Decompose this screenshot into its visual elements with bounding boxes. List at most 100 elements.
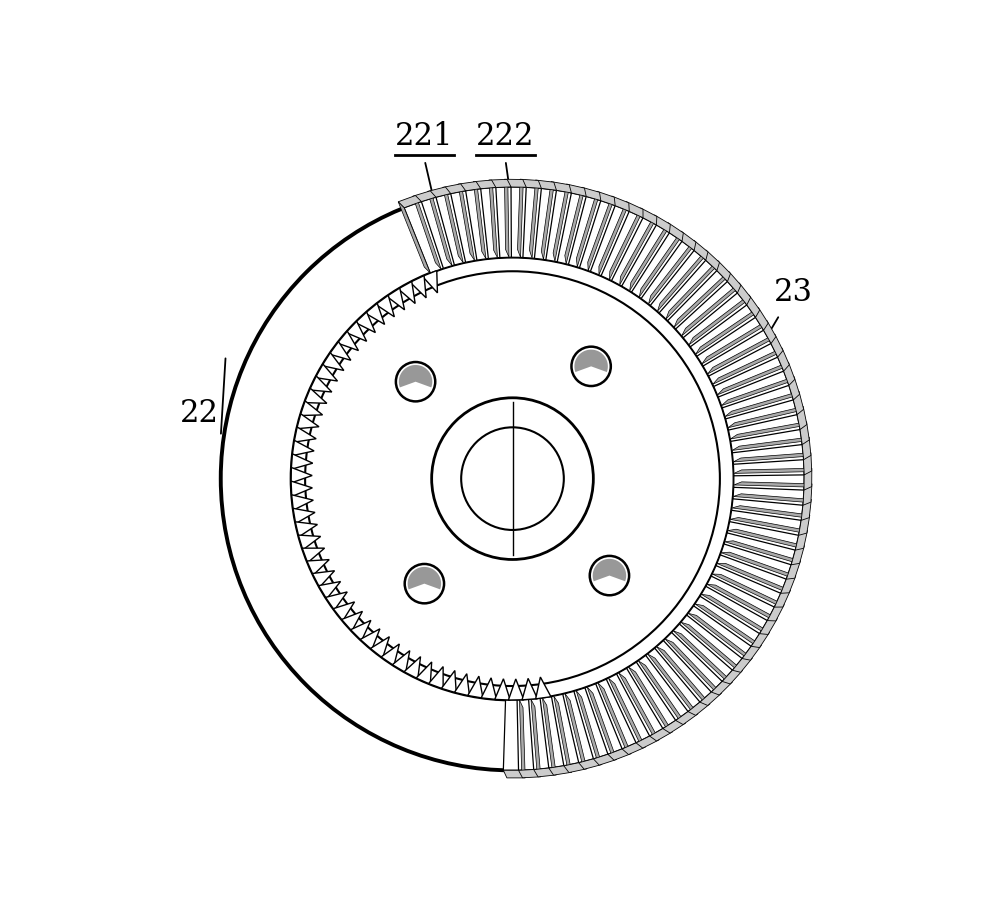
Polygon shape [733, 485, 804, 505]
Polygon shape [596, 678, 639, 749]
Polygon shape [443, 184, 466, 194]
Polygon shape [732, 437, 809, 450]
Polygon shape [599, 210, 643, 280]
Polygon shape [517, 699, 537, 771]
Polygon shape [292, 440, 314, 456]
Polygon shape [398, 195, 421, 208]
Polygon shape [337, 331, 358, 351]
Polygon shape [649, 240, 694, 304]
Polygon shape [297, 414, 319, 429]
Polygon shape [619, 673, 659, 740]
Polygon shape [674, 271, 729, 327]
Polygon shape [481, 677, 497, 699]
Polygon shape [725, 540, 801, 561]
Polygon shape [702, 328, 771, 376]
Polygon shape [599, 202, 626, 275]
Polygon shape [657, 250, 706, 311]
Polygon shape [754, 308, 768, 331]
Polygon shape [540, 697, 567, 768]
Polygon shape [305, 388, 327, 404]
Polygon shape [696, 315, 764, 366]
Polygon shape [541, 182, 553, 259]
Polygon shape [520, 179, 541, 188]
Polygon shape [534, 768, 556, 777]
Polygon shape [801, 499, 811, 520]
Polygon shape [329, 341, 351, 361]
Polygon shape [730, 422, 807, 439]
Polygon shape [302, 548, 325, 562]
Polygon shape [751, 631, 770, 647]
Polygon shape [793, 392, 804, 415]
Polygon shape [706, 574, 776, 621]
Polygon shape [722, 377, 794, 405]
Polygon shape [609, 208, 641, 279]
Polygon shape [441, 670, 456, 693]
Polygon shape [404, 656, 421, 679]
Polygon shape [532, 188, 556, 259]
Polygon shape [666, 268, 728, 329]
Polygon shape [622, 741, 645, 754]
Polygon shape [554, 697, 572, 772]
Polygon shape [519, 770, 541, 778]
Polygon shape [315, 364, 338, 381]
Polygon shape [398, 202, 430, 273]
Polygon shape [473, 182, 486, 258]
Polygon shape [295, 522, 317, 537]
Polygon shape [617, 667, 666, 736]
Polygon shape [725, 271, 741, 293]
Polygon shape [672, 623, 735, 681]
Polygon shape [398, 281, 415, 303]
Polygon shape [711, 563, 782, 607]
Polygon shape [665, 639, 721, 693]
Polygon shape [728, 412, 800, 441]
Polygon shape [721, 552, 796, 576]
Polygon shape [576, 191, 598, 267]
Polygon shape [518, 179, 523, 257]
Polygon shape [695, 604, 761, 645]
Polygon shape [788, 377, 800, 400]
Polygon shape [310, 376, 332, 392]
Polygon shape [542, 698, 556, 775]
Polygon shape [646, 646, 702, 711]
Polygon shape [630, 231, 682, 299]
Polygon shape [620, 224, 669, 292]
Polygon shape [567, 184, 586, 196]
Polygon shape [800, 422, 809, 445]
Polygon shape [551, 182, 571, 193]
Polygon shape [351, 620, 371, 641]
Polygon shape [564, 762, 587, 772]
Polygon shape [608, 678, 645, 747]
Polygon shape [293, 509, 315, 523]
Polygon shape [774, 591, 790, 607]
Polygon shape [429, 666, 443, 689]
Polygon shape [681, 623, 743, 670]
Polygon shape [626, 202, 643, 217]
Polygon shape [495, 678, 510, 700]
Polygon shape [587, 687, 617, 760]
Polygon shape [742, 644, 761, 660]
Polygon shape [655, 639, 714, 702]
Polygon shape [694, 594, 761, 646]
Polygon shape [504, 179, 526, 187]
Polygon shape [688, 614, 752, 658]
Polygon shape [298, 535, 321, 550]
Polygon shape [796, 406, 807, 429]
Polygon shape [732, 442, 804, 465]
Polygon shape [508, 187, 526, 257]
Polygon shape [493, 187, 511, 257]
Polygon shape [410, 276, 426, 298]
Polygon shape [593, 559, 626, 582]
Polygon shape [728, 530, 804, 547]
Polygon shape [489, 180, 497, 257]
Polygon shape [733, 453, 811, 462]
Polygon shape [730, 508, 802, 535]
Polygon shape [478, 187, 500, 258]
Polygon shape [544, 190, 571, 262]
Polygon shape [735, 283, 751, 305]
Polygon shape [620, 215, 655, 285]
Polygon shape [346, 321, 367, 341]
Polygon shape [725, 392, 799, 416]
Polygon shape [319, 582, 341, 599]
Polygon shape [468, 677, 483, 698]
Polygon shape [776, 348, 789, 371]
